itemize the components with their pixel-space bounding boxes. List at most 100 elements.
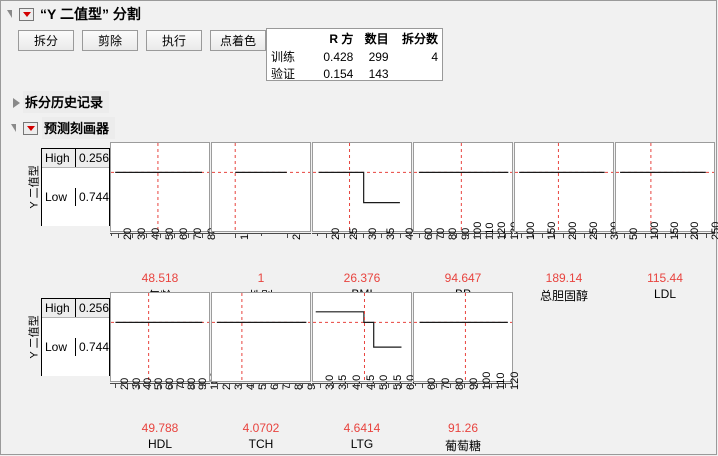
axis-minor-tick: [153, 233, 154, 236]
current-value-BP[interactable]: 94.647: [444, 271, 482, 285]
axis-tick-label: 2: [290, 233, 303, 240]
axis-minor-tick: [408, 383, 410, 386]
axis-minor-tick: [247, 383, 249, 386]
level-name: Low: [42, 338, 76, 356]
disclosure-triangle-closed-icon[interactable]: [10, 97, 21, 108]
section-split-history[interactable]: 拆分历史记录: [10, 91, 110, 113]
response-axis-label: Y 二值型: [29, 315, 42, 359]
current-value-葡萄糖[interactable]: 91.26: [447, 421, 479, 435]
axis-tick: [344, 233, 346, 238]
panel-plot-area[interactable]: [616, 143, 714, 231]
red-triangle-menu-icon[interactable]: [23, 121, 38, 135]
axis-minor-tick: [675, 233, 677, 236]
current-value-HDL[interactable]: 49.788: [141, 421, 179, 435]
axis-tick: [374, 383, 376, 388]
axis-minor-tick: [195, 233, 196, 236]
x-axis-葡萄糖: 60 70 80 90 100 110 120: [413, 372, 521, 397]
axis-tick-label: 100: [648, 221, 661, 240]
disclosure-triangle-open-icon[interactable]: [10, 123, 21, 134]
level-probability: 0.744: [78, 190, 109, 204]
axis-tick: [333, 383, 335, 388]
axis-minor-tick: [498, 383, 500, 386]
profiler-panel-年龄[interactable]: [110, 142, 210, 232]
panel-plot-area[interactable]: [212, 143, 310, 231]
panel-plot-area[interactable]: [515, 143, 613, 231]
col-count: 数目: [364, 32, 389, 46]
axis-tick: [449, 383, 451, 388]
color-points-button[interactable]: 点着色: [210, 30, 266, 51]
split-button[interactable]: 拆分: [18, 30, 74, 51]
current-value-年龄[interactable]: 48.518: [141, 271, 179, 285]
red-triangle-menu-icon[interactable]: [19, 7, 34, 21]
response-level-high: High 0.256: [42, 299, 109, 318]
axis-tick-label: 100: [471, 221, 484, 240]
profiler-panel-葡萄糖[interactable]: [413, 292, 513, 382]
axis-minor-tick: [381, 383, 383, 386]
current-value-TCH[interactable]: 4.0702: [242, 421, 280, 435]
disclosure-triangle-open-icon[interactable]: [6, 9, 17, 20]
axis-minor-tick: [335, 233, 337, 236]
axis-minor-tick: [139, 233, 140, 236]
axis-tick: [455, 233, 457, 238]
axis-minor-tick: [456, 383, 458, 386]
profiler-panel-LDL[interactable]: [615, 142, 715, 232]
axis-minor-tick: [295, 383, 297, 386]
axis-tick: [174, 233, 175, 238]
x-axis-BMI: 2025303540: [312, 228, 416, 247]
axis-tick-label: 120: [509, 371, 522, 390]
axis-minor-tick: [353, 383, 355, 386]
axis-tick: [360, 383, 362, 388]
panel-plot-area[interactable]: [313, 293, 411, 381]
profiler-panel-总胆固醇[interactable]: [514, 142, 614, 232]
current-value-总胆固醇[interactable]: 189.14: [545, 271, 583, 285]
col-rsquare: R 方: [329, 32, 354, 46]
axis-minor-tick: [484, 383, 486, 386]
axis-minor-tick: [316, 233, 318, 236]
axis-tick: [265, 383, 267, 388]
prune-button[interactable]: 剪除: [82, 30, 138, 51]
level-name: High: [42, 299, 76, 317]
axis-tick: [542, 233, 544, 238]
axis-minor-tick: [442, 383, 444, 386]
current-value-BMI[interactable]: 26.376: [343, 271, 381, 285]
axis-minor-tick: [594, 233, 596, 236]
axis-minor-tick: [125, 233, 126, 236]
current-value-LDL[interactable]: 115.44: [647, 271, 683, 285]
axis-tick: [492, 233, 494, 238]
profiler-panel-TCH[interactable]: [211, 292, 311, 382]
profiler-panel-LTG[interactable]: [312, 292, 412, 382]
axis-tick: [562, 233, 564, 238]
profiler-panel-BP[interactable]: [413, 142, 513, 232]
axis-line: [514, 233, 614, 234]
training-count: 299: [368, 49, 389, 64]
axis-minor-tick: [165, 383, 167, 386]
panel-plot-area[interactable]: [414, 143, 512, 231]
current-value-性别[interactable]: 1: [257, 271, 265, 285]
validation-rsquare: 0.154: [323, 66, 354, 81]
axis-tick: [301, 383, 303, 388]
axis-minor-tick: [372, 233, 374, 236]
factor-name-总胆固醇: 总胆固醇: [539, 289, 588, 303]
current-value-LTG[interactable]: 4.6414: [343, 421, 381, 435]
axis-minor-tick: [486, 233, 488, 236]
axis-minor-tick: [176, 383, 178, 386]
section-prediction-profiler[interactable]: 预测刻画器: [10, 117, 116, 139]
col-splits: 拆分数: [401, 32, 438, 46]
axis-tick: [665, 233, 666, 238]
profiler-panel-HDL[interactable]: [110, 292, 210, 382]
panel-plot-area[interactable]: [414, 293, 512, 381]
axis-tick: [160, 233, 161, 238]
panel-plot-area[interactable]: [111, 143, 209, 231]
factor-name-葡萄糖: 葡萄糖: [444, 439, 481, 453]
panel-plot-area[interactable]: [212, 293, 310, 381]
panel-plot-area[interactable]: [313, 143, 411, 231]
axis-tick: [491, 383, 493, 388]
go-button[interactable]: 执行: [146, 30, 202, 51]
profiler-panel-BMI[interactable]: [312, 142, 412, 232]
report-title-header[interactable]: “Y 二值型” 分割: [6, 4, 147, 24]
profiler-panel-性别[interactable]: [211, 142, 311, 232]
panel-plot-area[interactable]: [111, 293, 209, 381]
axis-tick: [235, 233, 237, 238]
axis-tick: [583, 233, 585, 238]
axis-tick: [160, 383, 161, 388]
